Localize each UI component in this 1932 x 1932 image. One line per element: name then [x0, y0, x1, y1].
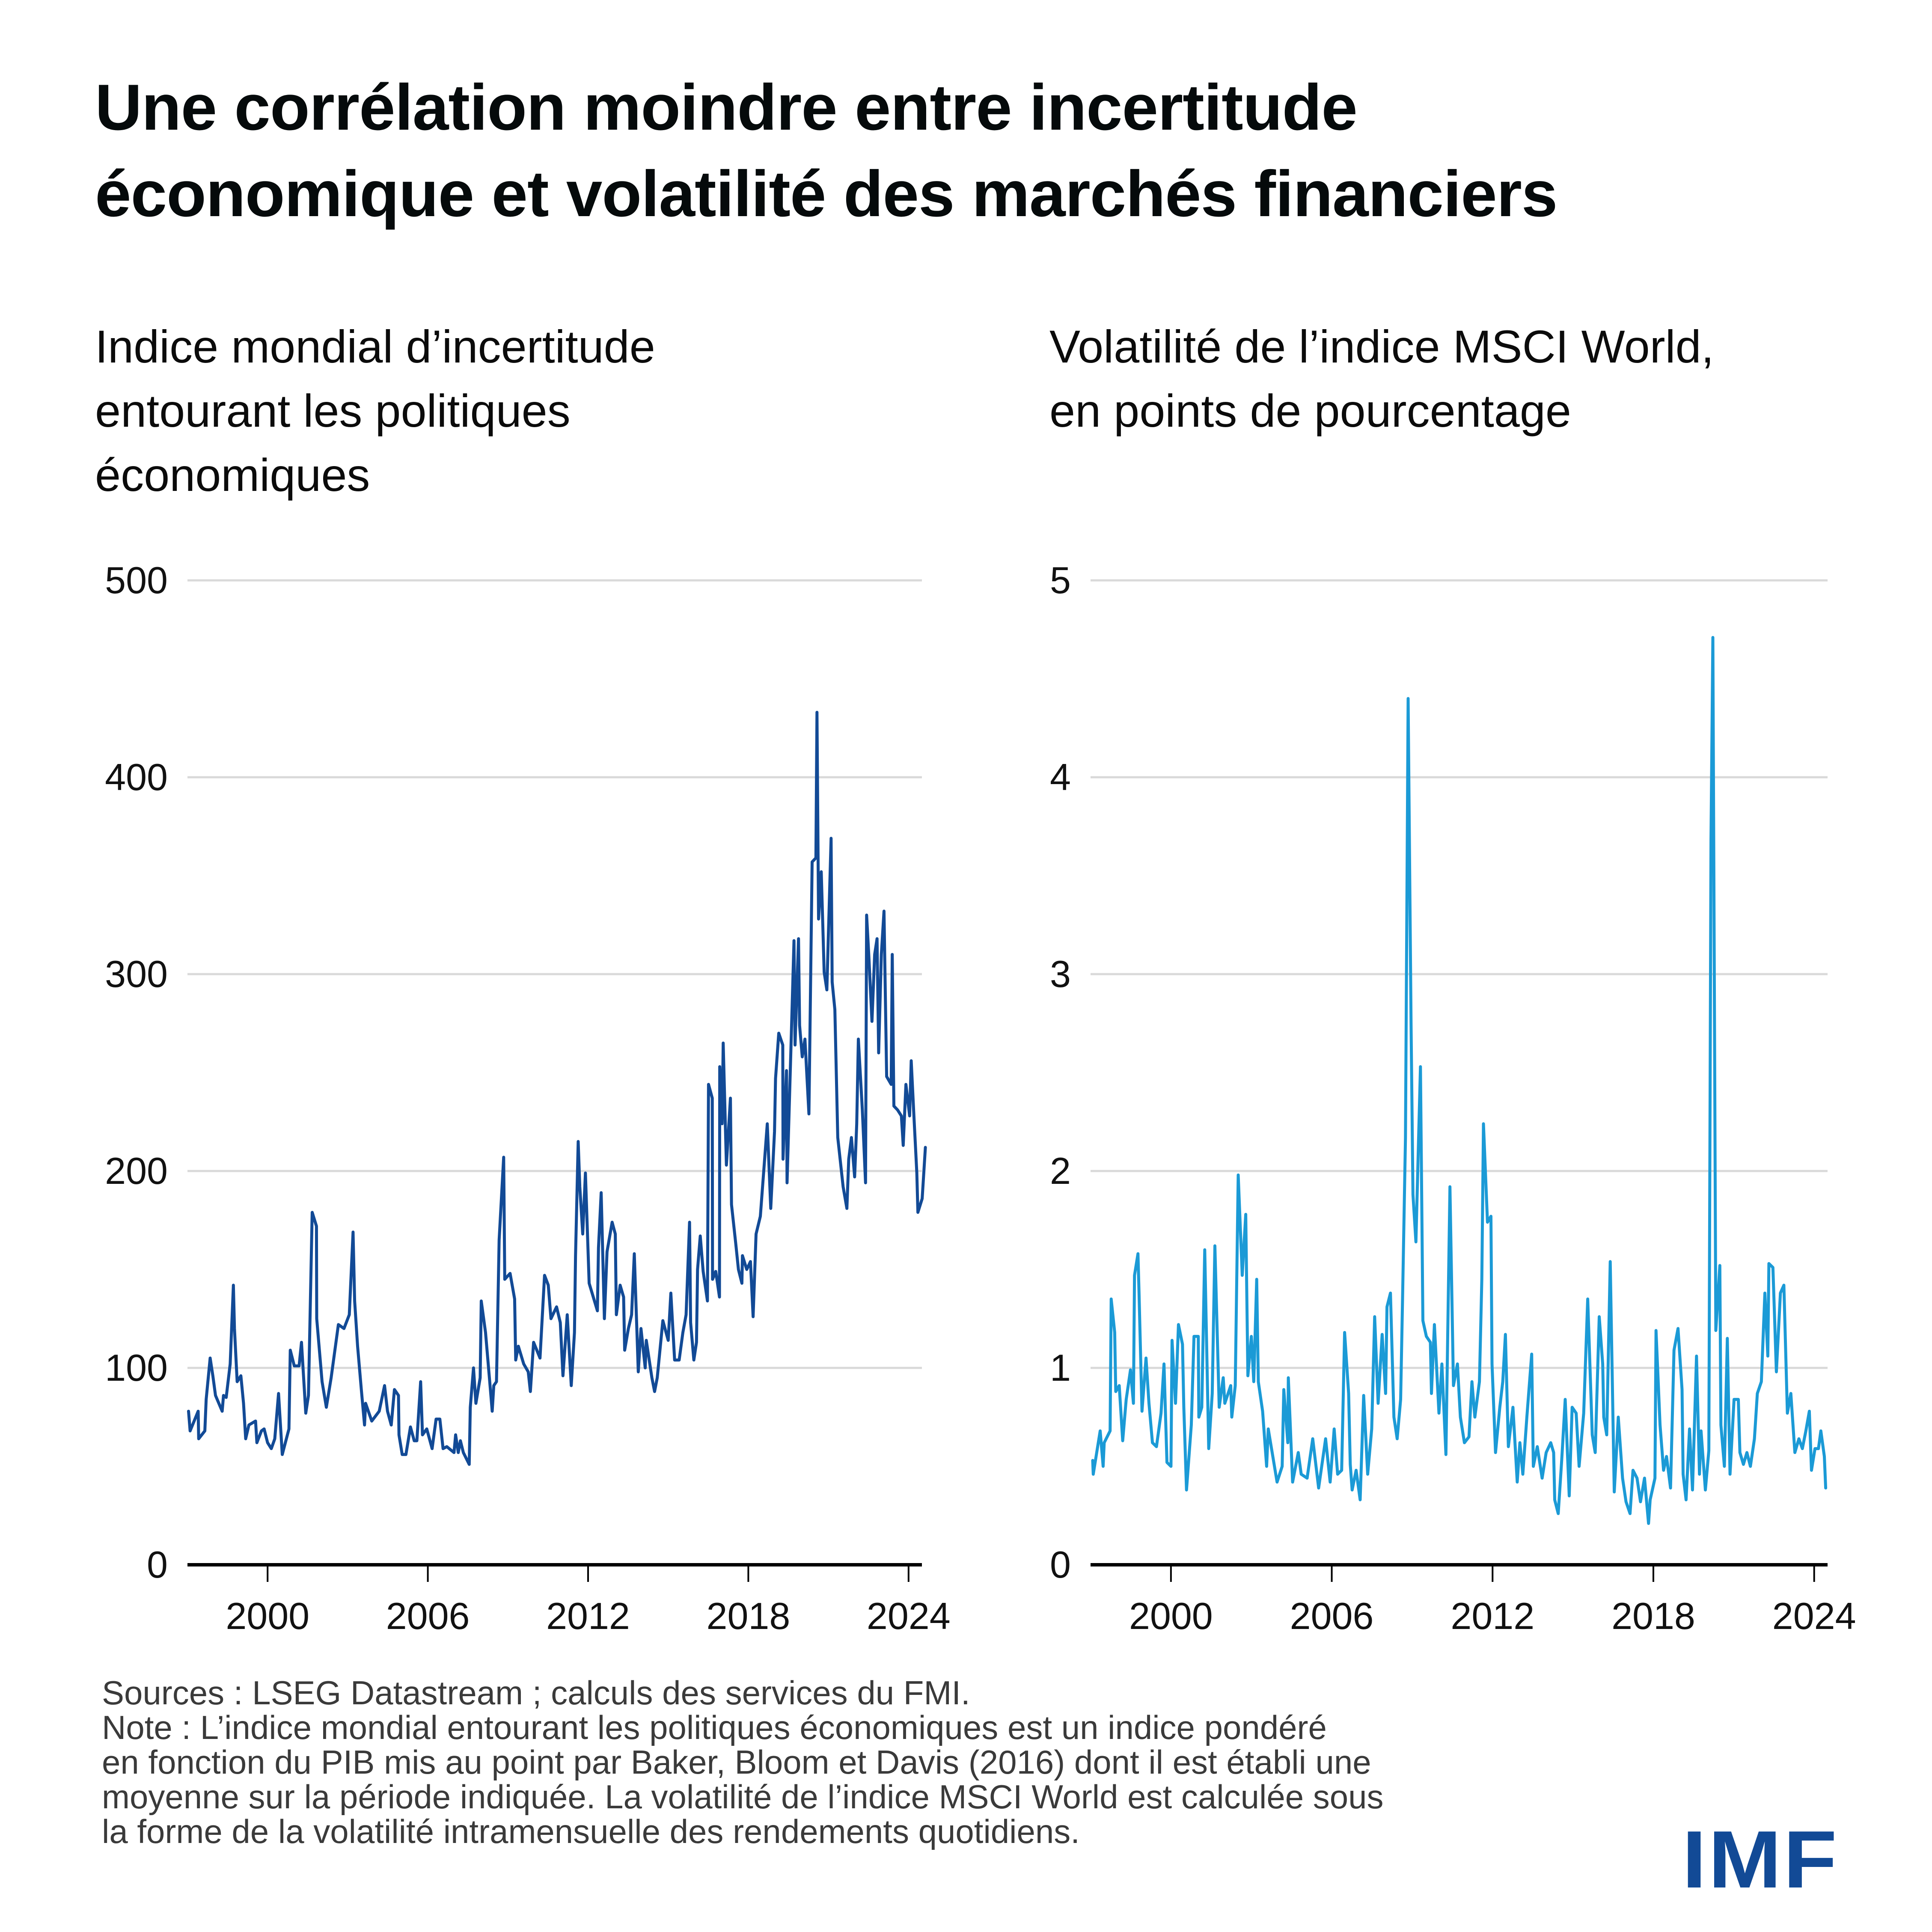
left-x-tick-label: 2024: [867, 1595, 951, 1637]
right-x-tick-label: 2018: [1611, 1595, 1695, 1637]
right-y-tick-label: 2: [1050, 1150, 1071, 1192]
left-series-line: [187, 710, 927, 1466]
right-y-tick-label: 1: [1050, 1346, 1071, 1389]
left-y-tick-label: 500: [105, 559, 168, 601]
left-subtitle-line-1: Indice mondial d’incertitude: [95, 321, 655, 372]
left-subtitle-line-3: économiques: [95, 449, 370, 501]
right-subtitle-line-2: en points de pourcentage: [1049, 385, 1571, 437]
footer-sources: Sources : LSEG Datastream ; calculs des …: [102, 1674, 970, 1712]
footer-note-line-4: la forme de la volatilité intramensuelle…: [102, 1813, 1080, 1850]
right-y-tick-label: 3: [1050, 953, 1071, 995]
left-x-tick-label: 2018: [707, 1595, 791, 1637]
left-x-tick-label: 2000: [226, 1595, 309, 1637]
footer-note-line-2: en fonction du PIB mis au point par Bake…: [102, 1743, 1371, 1781]
chart-title-line-1: Une corrélation moindre entre incertitud…: [95, 71, 1358, 144]
left-y-tick-label: 100: [105, 1346, 168, 1389]
footer-notes: Sources : LSEG Datastream ; calculs des …: [102, 1676, 1600, 1849]
right-series-line: [1091, 636, 1828, 1525]
left-y-tick-label: 0: [147, 1543, 168, 1586]
chart-title-line-2: économique et volatilité des marchés fin…: [95, 158, 1557, 230]
left-y-tick-label: 200: [105, 1150, 168, 1192]
right-panel-subtitle: Volatilité de l’indice MSCI World, en po…: [1049, 315, 1905, 443]
left-panel-subtitle: Indice mondial d’incertitude entourant l…: [95, 315, 930, 507]
imf-logo: IMF: [1682, 1814, 1839, 1905]
right-x-tick-label: 2024: [1772, 1595, 1856, 1637]
footer-note-line-1: Note : L’indice mondial entourant les po…: [102, 1709, 1327, 1746]
right-x-tick-label: 2012: [1450, 1595, 1534, 1637]
left-x-tick-label: 2012: [546, 1595, 630, 1637]
footer-note-line-3: moyenne sur la période indiquée. La vola…: [102, 1778, 1384, 1816]
chart-title: Une corrélation moindre entre incertitud…: [95, 64, 1557, 237]
left-subtitle-line-2: entourant les politiques: [95, 385, 571, 437]
right-y-tick-label: 4: [1050, 756, 1071, 798]
left-y-tick-label: 400: [105, 756, 168, 798]
right-x-tick-label: 2006: [1290, 1595, 1374, 1637]
right-y-tick-label: 0: [1050, 1543, 1071, 1586]
right-y-tick-label: 5: [1050, 559, 1071, 601]
right-x-tick-label: 2000: [1129, 1595, 1213, 1637]
left-y-tick-label: 300: [105, 953, 168, 995]
left-x-tick-label: 2006: [386, 1595, 470, 1637]
right-subtitle-line-1: Volatilité de l’indice MSCI World,: [1049, 321, 1714, 372]
